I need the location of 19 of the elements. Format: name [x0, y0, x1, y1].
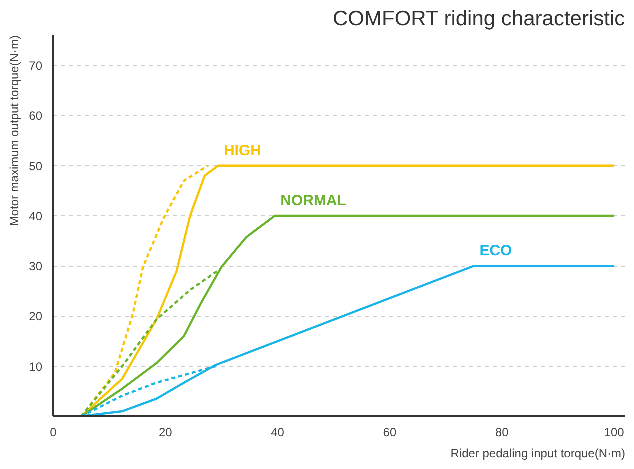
x-axis-title: Rider pedaling input torque(N·m): [450, 446, 626, 460]
y-axis-title: Motor maximum output torque(N·m): [8, 35, 22, 226]
series-label: NORMAL: [280, 192, 346, 210]
y-tick-label: 30: [29, 260, 43, 274]
x-tick-label: 40: [271, 426, 285, 440]
x-tick-label: 0: [50, 426, 58, 440]
y-tick-label: 70: [29, 59, 43, 74]
y-tick-label: 60: [29, 109, 43, 124]
series-label: HIGH: [224, 142, 262, 160]
series-label: ECO: [480, 242, 513, 260]
x-tick-label: 60: [383, 426, 397, 440]
x-tick-label: 20: [158, 426, 173, 440]
y-tick-label: 10: [29, 360, 43, 374]
x-tick-label: 80: [495, 426, 510, 440]
chart-title: COMFORT riding characteristic: [332, 8, 626, 30]
y-tick-label: 20: [29, 310, 43, 324]
x-tick-label: 100: [604, 426, 625, 440]
y-tick-label: 50: [29, 159, 43, 174]
y-tick-label: 40: [29, 209, 43, 224]
